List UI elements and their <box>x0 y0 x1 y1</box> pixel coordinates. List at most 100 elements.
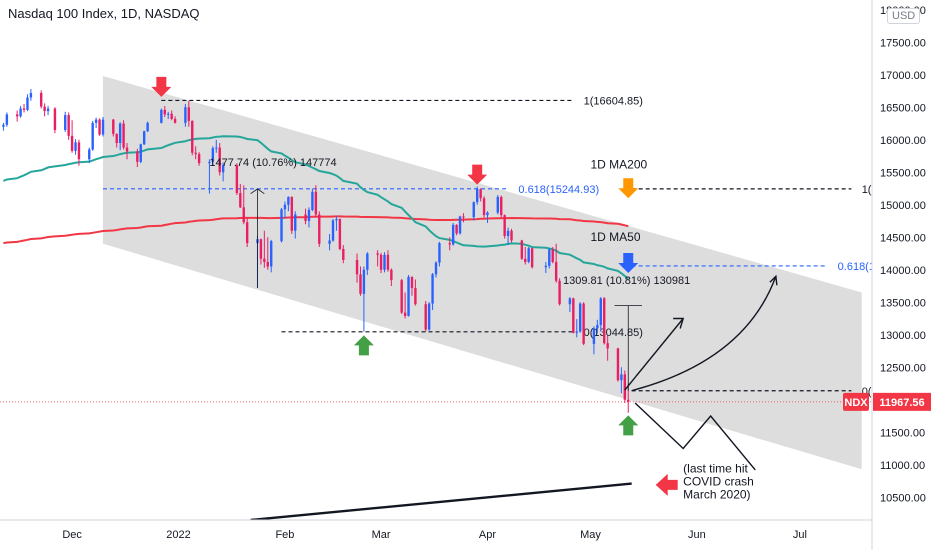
price-tick-label: 16000.00 <box>880 135 926 147</box>
candle <box>287 196 290 205</box>
candle <box>403 312 407 316</box>
currency-badge[interactable]: USD <box>887 8 921 24</box>
note-arrow <box>655 473 678 496</box>
measure-tick-1a <box>250 188 258 195</box>
candle <box>19 108 22 117</box>
candle <box>627 399 630 402</box>
candle <box>318 214 321 244</box>
projection-curve-head <box>769 274 778 286</box>
candle <box>88 149 91 160</box>
price-tick-label: 17500.00 <box>880 37 926 49</box>
candle <box>94 119 98 123</box>
candle <box>342 248 345 260</box>
candle <box>259 239 263 259</box>
candle <box>383 254 386 270</box>
candle <box>623 374 627 400</box>
candle <box>386 254 390 270</box>
candle <box>2 124 5 127</box>
buy-arrow-2 <box>618 415 639 436</box>
candle <box>616 348 620 381</box>
candle <box>191 120 194 153</box>
price-axis <box>872 0 932 550</box>
candle <box>407 276 410 316</box>
price-tick-label: 14000.00 <box>880 265 926 277</box>
time-tick-label: Feb <box>275 529 294 541</box>
candle <box>328 240 331 244</box>
price-tick-label: 14500.00 <box>880 232 926 244</box>
candle <box>486 212 489 216</box>
candle <box>170 113 173 119</box>
candle <box>475 189 479 203</box>
candle <box>242 207 245 223</box>
candle <box>194 152 197 155</box>
candle <box>39 92 43 107</box>
ma50-arrow <box>618 253 639 273</box>
time-tick-label: May <box>580 529 601 541</box>
candle <box>462 216 465 218</box>
sell-arrow-2 <box>467 164 488 185</box>
candle <box>530 248 534 268</box>
candle <box>29 92 33 98</box>
candle <box>503 215 506 236</box>
candle <box>366 253 369 270</box>
candle <box>22 108 26 110</box>
candle <box>448 243 451 245</box>
candle <box>582 303 585 344</box>
candle <box>390 269 393 281</box>
time-tick-label: Dec <box>62 529 82 541</box>
candle <box>603 298 606 344</box>
candle <box>218 147 221 173</box>
candle <box>91 122 94 150</box>
time-tick-label: Jul <box>793 529 807 541</box>
fib-label-1-upper: 1(16604.85) <box>584 95 643 107</box>
candle <box>197 154 201 164</box>
descending-channel <box>102 76 862 470</box>
candle <box>500 196 503 216</box>
candle <box>355 260 359 275</box>
candle <box>280 209 283 242</box>
candle <box>163 109 166 115</box>
candle <box>239 193 242 208</box>
candle <box>70 135 74 151</box>
candle <box>184 107 187 123</box>
candle <box>606 343 609 349</box>
candle <box>544 265 548 268</box>
projection-zigzag-down <box>634 402 756 471</box>
price-tick-label: 17000.00 <box>880 70 926 82</box>
candle <box>115 133 118 143</box>
note-line: COVID crash <box>683 475 754 489</box>
candle <box>294 214 297 231</box>
candle <box>524 258 527 262</box>
candle <box>548 249 551 266</box>
candle <box>568 298 572 305</box>
candle <box>338 219 342 249</box>
time-tick-label: Mar <box>372 529 391 541</box>
candle <box>424 304 427 330</box>
candle <box>599 298 602 325</box>
ma50-line <box>3 135 629 280</box>
candle <box>620 374 623 381</box>
candle <box>527 248 530 262</box>
candle <box>290 196 294 231</box>
candle <box>311 191 314 210</box>
candle <box>235 165 239 194</box>
candle <box>438 243 441 263</box>
price-tick-label: 15500.00 <box>880 167 926 179</box>
candle <box>283 204 287 210</box>
candle <box>458 216 462 234</box>
candle <box>270 241 273 267</box>
candle <box>146 122 149 132</box>
projection-curve <box>631 276 777 392</box>
candle <box>211 148 215 162</box>
candle <box>136 151 139 162</box>
time-tick-label: Apr <box>479 529 496 541</box>
symbol-tag-label: NDX <box>844 397 868 409</box>
candle <box>221 165 225 173</box>
candle <box>101 119 105 135</box>
candle <box>118 123 122 143</box>
candle <box>314 191 318 215</box>
candle <box>455 224 458 234</box>
candle <box>520 240 524 259</box>
fib-label-0-upper: 0(13044.85) <box>584 327 643 339</box>
